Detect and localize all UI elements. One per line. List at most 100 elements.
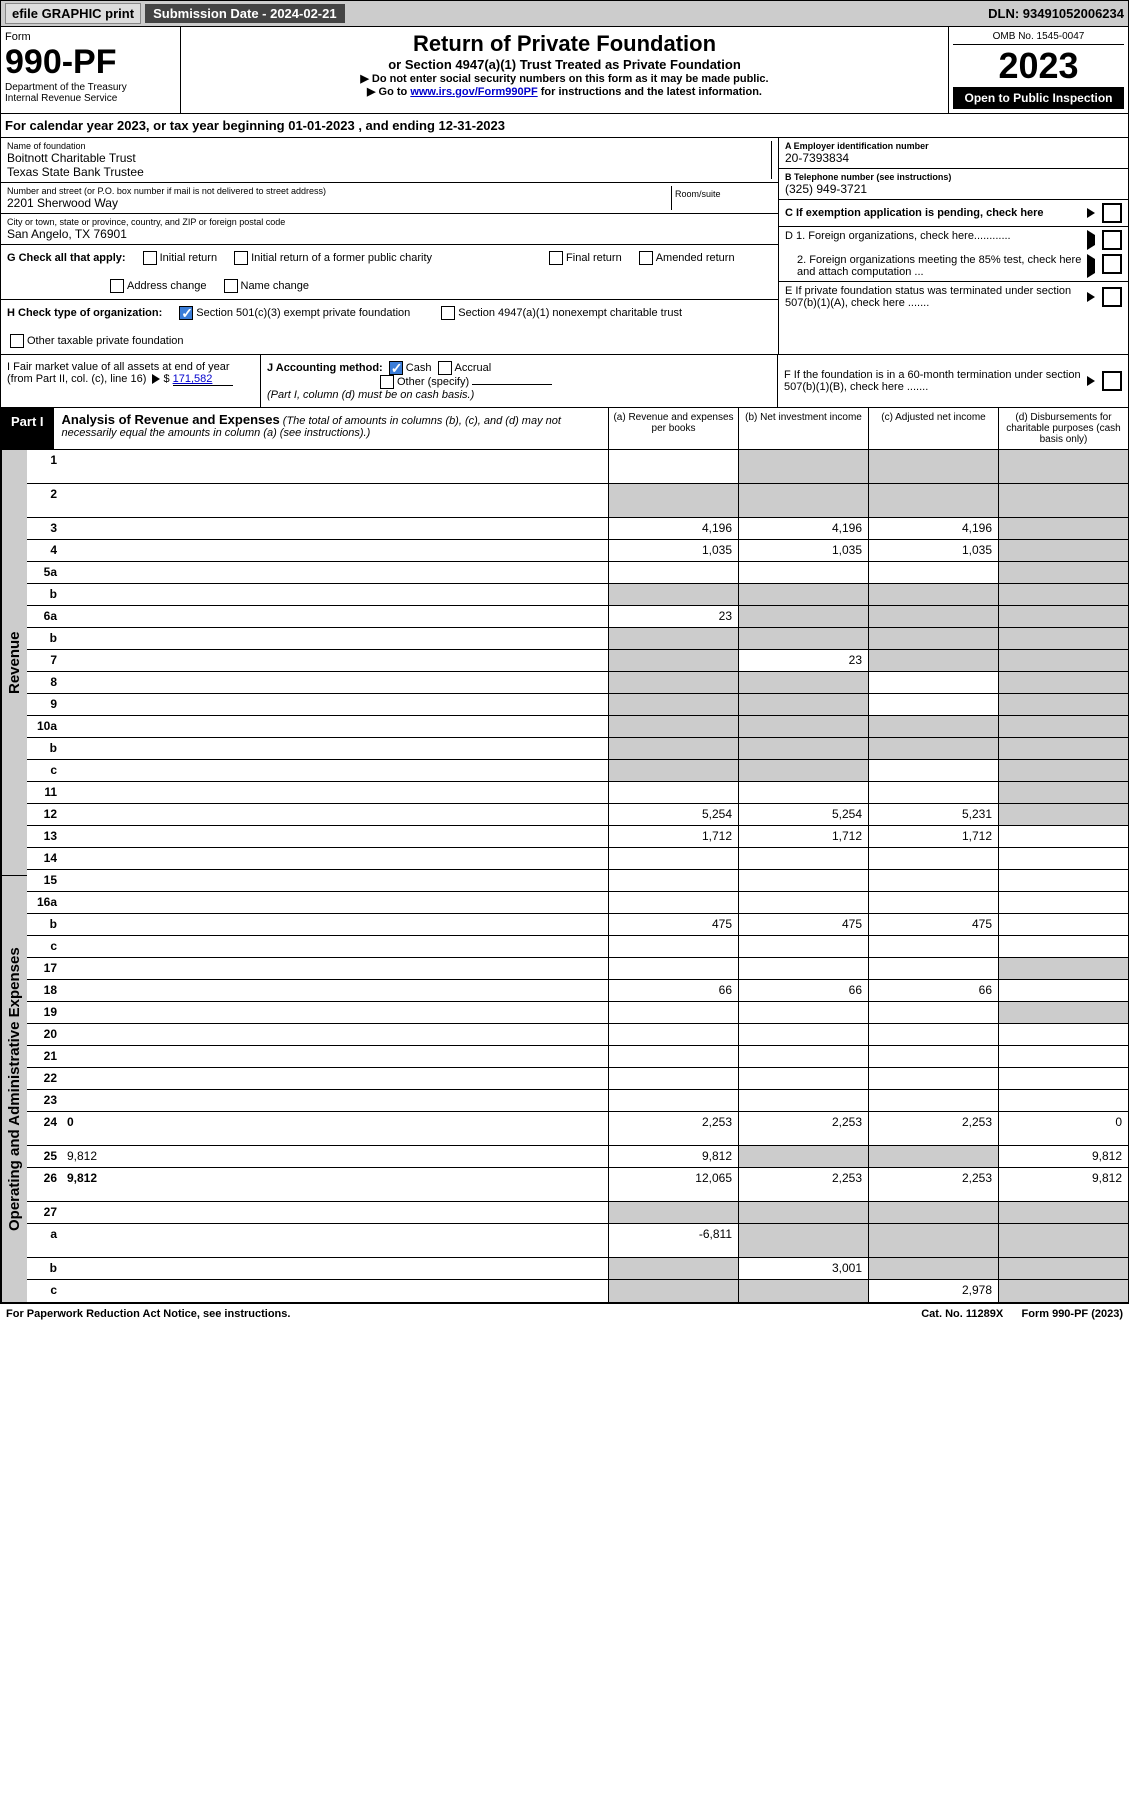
checkbox-501c3[interactable] [179,306,193,320]
checkbox-other-method[interactable] [380,375,394,389]
line-description [63,650,608,671]
line-number: 20 [27,1024,63,1045]
room-label: Room/suite [675,189,769,199]
line-description [63,848,608,869]
efile-print-button[interactable]: efile GRAPHIC print [5,3,141,24]
cell-c [868,672,998,693]
table-row: b [27,584,1128,606]
d2-label: 2. Foreign organizations meeting the 85%… [785,254,1084,278]
cell-c: 4,196 [868,518,998,539]
line-number: 14 [27,848,63,869]
section-g: G Check all that apply: Initial return I… [1,245,778,300]
cell-b [738,892,868,913]
checkbox-cash[interactable] [389,361,403,375]
cell-a: 1,035 [608,540,738,561]
checkbox-initial[interactable] [143,251,157,265]
cell-b [738,716,868,737]
calendar-year: For calendar year 2023, or tax year begi… [0,114,1129,138]
cell-a [608,958,738,979]
cell-d [998,716,1128,737]
line-number: a [27,1224,63,1257]
line-number: b [27,584,63,605]
cell-b [738,1046,868,1067]
checkbox-d1[interactable] [1102,230,1122,250]
cell-a [608,650,738,671]
line-number: 3 [27,518,63,539]
table-row: 125,2545,2545,231 [27,804,1128,826]
cell-a: 9,812 [608,1146,738,1167]
e-label: E If private foundation status was termi… [785,285,1084,309]
checkbox-pending[interactable] [1102,203,1122,223]
checkbox-name[interactable] [224,279,238,293]
table-row: 1 [27,450,1128,484]
cell-a [608,738,738,759]
cell-c [868,716,998,737]
cell-c [868,1202,998,1223]
checkbox-4947[interactable] [441,306,455,320]
checkbox-address[interactable] [110,279,124,293]
line-number: 10a [27,716,63,737]
irs-link[interactable]: www.irs.gov/Form990PF [410,86,537,98]
cell-d: 9,812 [998,1168,1128,1201]
form-header: Form 990-PF Department of the Treasury I… [0,27,1129,114]
col-d-header: (d) Disbursements for charitable purpose… [998,408,1128,449]
cell-a [608,760,738,781]
table-row: 27 [27,1202,1128,1224]
checkbox-accrual[interactable] [438,361,452,375]
cell-c [868,1146,998,1167]
line-number: 9 [27,694,63,715]
cell-c: 475 [868,914,998,935]
line-number: b [27,1258,63,1279]
table-row: 8 [27,672,1128,694]
cell-d [998,606,1128,627]
table-row: 11 [27,782,1128,804]
line-description [63,672,608,693]
part-1-header: Part I Analysis of Revenue and Expenses … [0,408,1129,450]
sidebar-expenses: Operating and Administrative Expenses [2,877,27,1303]
sidebar-labels: Operating and Administrative Expenses Re… [1,450,27,1302]
cell-a: 4,196 [608,518,738,539]
cell-c [868,1046,998,1067]
dln: DLN: 93491052006234 [988,6,1124,21]
cell-c [868,484,998,517]
ein: 20-7393834 [785,151,1122,165]
table-row: 23 [27,1090,1128,1112]
checkbox-final[interactable] [549,251,563,265]
cell-d [998,584,1128,605]
cell-a [608,450,738,483]
cell-d [998,1046,1128,1067]
table-row: b475475475 [27,914,1128,936]
checkbox-amended[interactable] [639,251,653,265]
col-b-header: (b) Net investment income [738,408,868,449]
arrow-icon [1087,230,1095,250]
cell-d [998,672,1128,693]
entity-info: Name of foundation Boitnott Charitable T… [0,138,1129,355]
cell-d [998,694,1128,715]
checkbox-e[interactable] [1102,287,1122,307]
checkbox-other-tax[interactable] [10,334,24,348]
ein-label: A Employer identification number [785,141,1122,151]
line-number: 4 [27,540,63,561]
line-number: 2 [27,484,63,517]
fmv-value[interactable]: 171,582 [173,373,233,386]
cell-c [868,936,998,957]
cell-b [738,760,868,781]
cell-c [868,650,998,671]
table-row: b [27,738,1128,760]
cell-b [738,1090,868,1111]
cell-c [868,760,998,781]
cell-d [998,738,1128,759]
line-description [63,1202,608,1223]
checkbox-initial-former[interactable] [234,251,248,265]
cell-a [608,1002,738,1023]
line-description [63,738,608,759]
foundation-name-1: Boitnott Charitable Trust [7,151,771,165]
checkbox-f[interactable] [1102,371,1122,391]
cell-d [998,1024,1128,1045]
line-description: 9,812 [63,1168,608,1201]
table-row: 15 [27,870,1128,892]
line-number: 19 [27,1002,63,1023]
cell-d [998,484,1128,517]
line-number: 25 [27,1146,63,1167]
checkbox-d2[interactable] [1102,254,1122,274]
